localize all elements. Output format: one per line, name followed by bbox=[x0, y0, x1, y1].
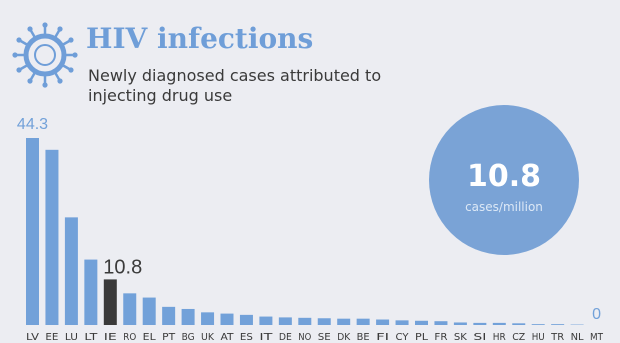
bar-tr bbox=[551, 324, 565, 325]
x-tick-label-lu: LU bbox=[65, 332, 78, 343]
bar-bg bbox=[181, 308, 195, 325]
bar-ee bbox=[45, 149, 59, 325]
bar-dk bbox=[337, 318, 351, 325]
bar-pt bbox=[162, 306, 176, 325]
stat-circle-value: 10.8 bbox=[467, 159, 541, 194]
data-label-lv: 44.3 bbox=[17, 116, 48, 133]
x-tick-label-no: NO bbox=[298, 332, 311, 343]
x-tick-label-se: SE bbox=[318, 332, 331, 343]
chart-title: HIV infections bbox=[86, 22, 314, 55]
x-tick-label-es: ES bbox=[240, 332, 253, 343]
x-tick-label-ro: RO bbox=[123, 332, 136, 343]
bar-uk bbox=[201, 312, 215, 325]
x-tick-label-at: AT bbox=[221, 332, 235, 343]
x-tick-label-mt: MT bbox=[590, 332, 604, 343]
x-tick-label-el: EL bbox=[143, 332, 156, 343]
x-tick-label-cz: CZ bbox=[512, 332, 525, 343]
x-tick-label-fi: FI bbox=[376, 332, 389, 343]
stat-circle-unit: cases/million bbox=[465, 200, 543, 214]
bar-lt bbox=[84, 259, 98, 325]
x-tick-label-tr: TR bbox=[550, 332, 564, 343]
bar-fr bbox=[434, 321, 448, 325]
x-tick-label-hr: HR bbox=[493, 332, 506, 343]
bar-it bbox=[259, 316, 273, 325]
bar-si bbox=[473, 322, 487, 325]
bar-de bbox=[278, 317, 292, 325]
x-tick-label-pt: PT bbox=[162, 332, 176, 343]
bar-ro bbox=[123, 293, 137, 325]
x-tick-label-si: SI bbox=[473, 332, 486, 343]
x-tick-label-pl: PL bbox=[415, 332, 428, 343]
bar-hr bbox=[492, 322, 506, 325]
x-tick-label-lt: LT bbox=[84, 332, 98, 343]
x-tick-label-de: DE bbox=[279, 332, 292, 343]
x-tick-label-ee: EE bbox=[45, 332, 58, 343]
bar-el bbox=[142, 297, 156, 325]
bar-hu bbox=[531, 324, 545, 325]
bar-ie bbox=[103, 279, 117, 325]
x-tick-label-lv: LV bbox=[26, 332, 39, 343]
bars-group bbox=[26, 138, 584, 325]
x-tick-label-it: IT bbox=[259, 332, 273, 343]
x-tick-label-nl: NL bbox=[571, 332, 584, 343]
data-labels: 44.3 10.8 0 bbox=[17, 116, 601, 323]
bar-cz bbox=[512, 323, 526, 325]
bar-no bbox=[298, 317, 312, 325]
x-tick-label-be: BE bbox=[357, 332, 370, 343]
bar-es bbox=[239, 314, 253, 325]
bar-cy bbox=[395, 320, 409, 325]
stat-circle bbox=[429, 105, 579, 255]
x-tick-label-dk: DK bbox=[337, 332, 350, 343]
bar-sk bbox=[453, 322, 467, 325]
x-tick-label-cy: CY bbox=[396, 332, 410, 343]
x-tick-label-ie: IE bbox=[104, 332, 117, 343]
bar-fi bbox=[376, 319, 390, 325]
bar-lv bbox=[26, 138, 39, 325]
x-tick-label-hu: HU bbox=[532, 332, 545, 343]
x-tick-label-sk: SK bbox=[454, 332, 467, 343]
x-tick-label-fr: FR bbox=[434, 332, 447, 343]
x-tick-label-uk: UK bbox=[201, 332, 214, 343]
bar-at bbox=[220, 313, 234, 325]
bar-lu bbox=[64, 217, 78, 325]
virus-icon bbox=[12, 22, 78, 88]
x-axis-labels: LV EE LU LT IE RO EL PT BG UK AT ES IT DE NO SE DK BE FI CY… bbox=[26, 332, 604, 343]
chart-subtitle: Newly diagnosed cases attributed to inje… bbox=[88, 66, 382, 105]
bar-se bbox=[317, 318, 331, 325]
data-label-ie: 10.8 bbox=[103, 256, 142, 278]
x-tick-label-bg: BG bbox=[182, 332, 195, 343]
data-label-mt: 0 bbox=[592, 306, 601, 323]
bar-be bbox=[356, 318, 370, 325]
bar-pl bbox=[415, 320, 428, 325]
